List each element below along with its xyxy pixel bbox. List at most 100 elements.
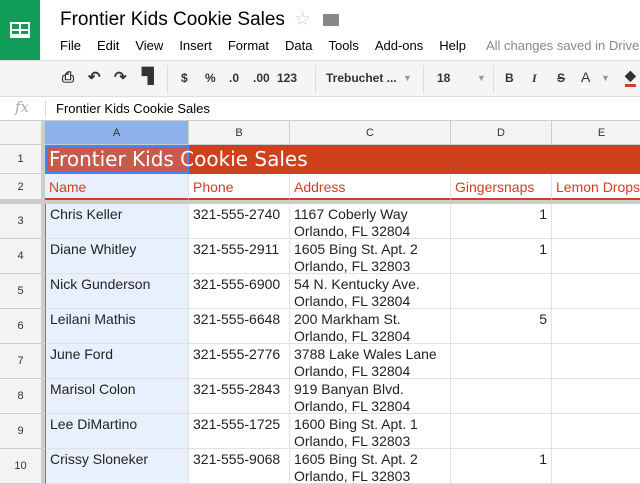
cell-lemon-drops[interactable] <box>552 344 640 379</box>
chevron-down-icon[interactable]: ▼ <box>601 73 610 83</box>
chevron-down-icon[interactable]: ▼ <box>477 73 486 83</box>
row-header[interactable]: 8 <box>0 379 45 414</box>
cell-gingersnaps[interactable]: 1 <box>451 449 552 484</box>
italic-button[interactable]: I <box>532 71 537 85</box>
column-header-d[interactable]: D <box>451 121 552 145</box>
paint-format-icon[interactable]: ▜ <box>142 68 154 85</box>
cell-gingersnaps[interactable] <box>451 379 552 414</box>
menu-addons[interactable]: Add-ons <box>374 38 424 53</box>
sheet-title-cell[interactable]: Frontier Kids Cookie Sales <box>49 147 308 171</box>
row-header[interactable]: 6 <box>0 309 45 344</box>
cell-phone[interactable]: 321-555-2776 <box>189 344 290 379</box>
menu-data[interactable]: Data <box>285 38 313 53</box>
document-title[interactable]: Frontier Kids Cookie Sales <box>60 9 285 30</box>
undo-icon[interactable]: ↶ <box>88 69 101 86</box>
row-header[interactable]: 5 <box>0 274 45 309</box>
cell-name[interactable]: Marisol Colon <box>45 379 189 414</box>
row-header-1[interactable]: 1 <box>0 145 45 174</box>
address-line-1: 1600 Bing St. Apt. 1 <box>294 416 418 432</box>
redo-icon[interactable]: ↷ <box>114 69 127 86</box>
menu-tools[interactable]: Tools <box>328 38 359 53</box>
print-icon[interactable]: ⎙ <box>62 69 75 86</box>
cell-lemon-drops[interactable] <box>552 449 640 484</box>
select-all-corner[interactable] <box>0 121 45 145</box>
row-header[interactable]: 3 <box>0 204 45 239</box>
cell-gingersnaps[interactable] <box>451 414 552 449</box>
cell-name[interactable]: Lee DiMartino <box>45 414 189 449</box>
column-header-a[interactable]: A <box>45 121 189 145</box>
row-header[interactable]: 4 <box>0 239 45 274</box>
decrease-decimal-button[interactable]: .0 <box>229 71 240 85</box>
number-format-button[interactable]: 123 <box>277 71 298 85</box>
cell-address[interactable]: 54 N. Kentucky Ave. Orlando, FL 32804 <box>290 274 451 309</box>
cell-gingersnaps[interactable]: 5 <box>451 309 552 344</box>
cell-phone[interactable]: 321-555-2843 <box>189 379 290 414</box>
cell-lemon-drops[interactable] <box>552 309 640 344</box>
menu-help[interactable]: Help <box>439 38 466 53</box>
menu-format[interactable]: Format <box>227 38 269 53</box>
cell-gingersnaps[interactable] <box>451 274 552 309</box>
sheets-logo[interactable] <box>0 0 40 60</box>
cell-address[interactable]: 1167 Coberly Way Orlando, FL 32804 <box>290 204 451 239</box>
cell-address[interactable]: 1605 Bing St. Apt. 2 Orlando, FL 32803 <box>290 449 451 484</box>
cell-name[interactable]: Leilani Mathis <box>45 309 189 344</box>
star-icon[interactable]: ☆ <box>294 9 312 30</box>
cell-address[interactable]: 1605 Bing St. Apt. 2 Orlando, FL 32803 <box>290 239 451 274</box>
strikethrough-button[interactable]: S <box>557 71 566 85</box>
font-select[interactable]: Trebuchet ... <box>326 71 397 85</box>
chevron-down-icon[interactable]: ▼ <box>403 73 412 83</box>
row-header[interactable]: 7 <box>0 344 45 379</box>
currency-button[interactable]: $ <box>181 71 188 85</box>
frozen-row-divider[interactable] <box>0 200 640 204</box>
header-name[interactable]: Name <box>45 174 189 200</box>
cell-phone[interactable]: 321-555-1725 <box>189 414 290 449</box>
cell-phone[interactable]: 321-555-6648 <box>189 309 290 344</box>
bold-button[interactable]: B <box>505 71 514 85</box>
header-gingersnaps[interactable]: Gingersnaps <box>451 174 552 200</box>
cell-address[interactable]: 919 Banyan Blvd. Orlando, FL 32804 <box>290 379 451 414</box>
row-header-2[interactable]: 2 <box>0 174 45 200</box>
cell-name[interactable]: Chris Keller <box>45 204 189 239</box>
cell-name[interactable]: June Ford <box>45 344 189 379</box>
cell-address[interactable]: 3788 Lake Wales Lane Orlando, FL 32804 <box>290 344 451 379</box>
menu-insert[interactable]: Insert <box>179 38 212 53</box>
cell-gingersnaps[interactable]: 1 <box>451 239 552 274</box>
fill-color-icon[interactable]: ◆ <box>625 67 636 87</box>
cell-lemon-drops[interactable] <box>552 379 640 414</box>
menu-file[interactable]: File <box>60 38 81 53</box>
menu-edit[interactable]: Edit <box>96 38 120 53</box>
cell-address[interactable]: 200 Markham St. Orlando, FL 32804 <box>290 309 451 344</box>
header-address[interactable]: Address <box>290 174 451 200</box>
menu-view[interactable]: View <box>135 38 164 53</box>
cell-gingersnaps[interactable] <box>451 344 552 379</box>
cell-phone[interactable]: 321-555-2911 <box>189 239 290 274</box>
address-line-2: Orlando, FL 32804 <box>294 398 411 414</box>
cell-address[interactable]: 1600 Bing St. Apt. 1 Orlando, FL 32803 <box>290 414 451 449</box>
cell-gingersnaps[interactable]: 1 <box>451 204 552 239</box>
font-size-select[interactable]: 18 <box>437 71 451 85</box>
cell-lemon-drops[interactable] <box>552 274 640 309</box>
cell-lemon-drops[interactable] <box>552 239 640 274</box>
cell-name[interactable]: Crissy Sloneker <box>45 449 189 484</box>
cell-lemon-drops[interactable] <box>552 414 640 449</box>
row-header[interactable]: 10 <box>0 449 45 484</box>
increase-decimal-button[interactable]: .00 <box>253 71 270 85</box>
save-status[interactable]: All changes saved in Drive <box>486 38 640 53</box>
cell-name[interactable]: Diane Whitley <box>45 239 189 274</box>
column-header-e[interactable]: E <box>552 121 640 145</box>
cell-lemon-drops[interactable] <box>552 204 640 239</box>
cell-name[interactable]: Nick Gunderson <box>45 274 189 309</box>
text-color-button[interactable]: A <box>581 69 591 88</box>
row-header[interactable]: 9 <box>0 414 45 449</box>
column-header-c[interactable]: C <box>290 121 451 145</box>
header-lemon-drops[interactable]: Lemon Drops <box>552 174 640 200</box>
percent-button[interactable]: % <box>205 71 216 85</box>
column-header-b[interactable]: B <box>189 121 290 145</box>
formula-input[interactable]: Frontier Kids Cookie Sales <box>56 101 210 116</box>
header-phone[interactable]: Phone <box>189 174 290 200</box>
cell-phone[interactable]: 321-555-6900 <box>189 274 290 309</box>
selected-cell-a1[interactable] <box>45 145 189 174</box>
cell-phone[interactable]: 321-555-9068 <box>189 449 290 484</box>
cell-phone[interactable]: 321-555-2740 <box>189 204 290 239</box>
folder-icon[interactable] <box>323 14 339 26</box>
